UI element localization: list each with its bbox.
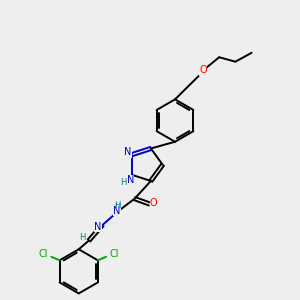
Text: H: H (120, 178, 127, 187)
Text: N: N (124, 147, 131, 157)
Text: O: O (150, 198, 158, 208)
Text: O: O (199, 65, 207, 76)
Text: N: N (94, 222, 101, 232)
Text: N: N (113, 206, 121, 216)
Text: H: H (114, 203, 120, 212)
Text: N: N (127, 175, 134, 185)
Text: H: H (114, 201, 120, 210)
Text: H: H (80, 233, 86, 242)
Text: Cl: Cl (109, 249, 119, 260)
Text: Cl: Cl (39, 249, 48, 260)
